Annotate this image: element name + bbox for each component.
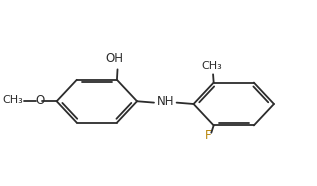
Text: O: O: [35, 94, 44, 107]
Text: F: F: [205, 129, 212, 142]
Text: NH: NH: [157, 95, 174, 108]
Text: OH: OH: [106, 52, 124, 65]
Text: CH₃: CH₃: [2, 95, 23, 105]
Text: CH₃: CH₃: [202, 61, 223, 71]
